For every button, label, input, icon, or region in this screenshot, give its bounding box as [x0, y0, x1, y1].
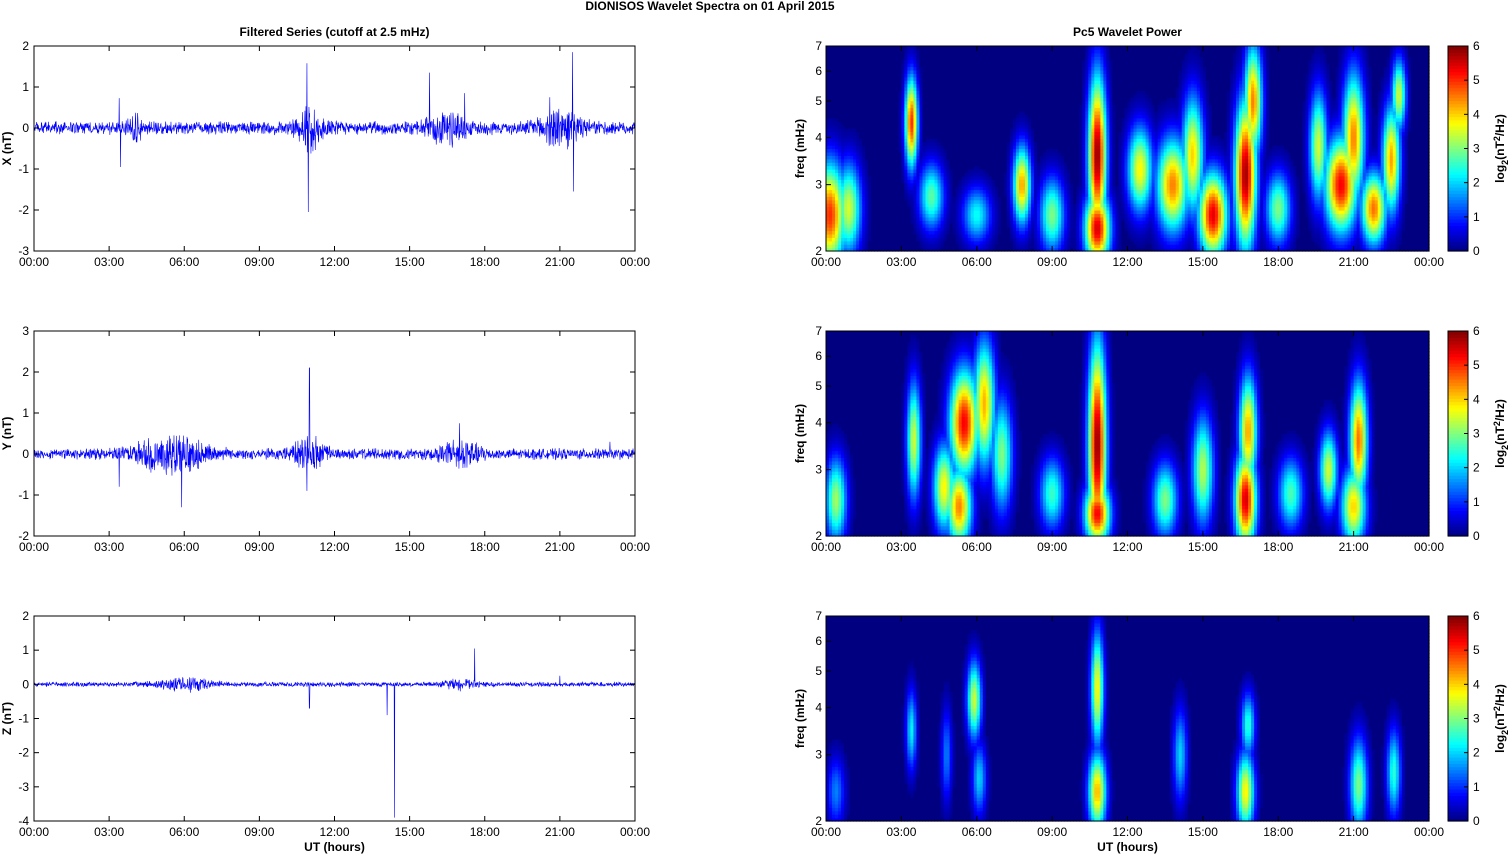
series-x-ytick-label: 2 — [22, 39, 29, 53]
series-x-plot-area — [34, 46, 635, 251]
series-z-xtick-label: 15:00 — [395, 825, 425, 839]
series-x-xtick-label: 15:00 — [395, 255, 425, 269]
series-x-xtick-label: 12:00 — [319, 255, 349, 269]
series-x-xtick-label: 21:00 — [545, 255, 575, 269]
series-z-xtick-label: 12:00 — [319, 825, 349, 839]
series-y-xtick-label: 00:00 — [620, 540, 650, 554]
series-z-ytick-label: -3 — [18, 780, 29, 794]
series-z-xtick-label: 18:00 — [470, 825, 500, 839]
series-y-ytick-label: 0 — [22, 447, 29, 461]
series-z-xtick-label: 03:00 — [94, 825, 124, 839]
series-x-xtick-label: 00:00 — [620, 255, 650, 269]
series-z-ytick-label: -2 — [18, 746, 29, 760]
series-y-xtick-label: 15:00 — [395, 540, 425, 554]
series-y-xtick-label: 21:00 — [545, 540, 575, 554]
series-z-ylabel: Z (nT) — [0, 702, 14, 735]
series-x-xtick-label: 06:00 — [169, 255, 199, 269]
wavelet-x-heatmap — [826, 46, 1430, 252]
series-z-plot-area — [34, 616, 635, 821]
series-x-ytick-label: 0 — [22, 121, 29, 135]
series-x-ylabel: X (nT) — [0, 132, 14, 166]
series-x-xtick-label: 03:00 — [94, 255, 124, 269]
series-z-xtick-label: 00:00 — [19, 825, 49, 839]
series-y-xtick-label: 12:00 — [319, 540, 349, 554]
series-y-xtick-label: 18:00 — [470, 540, 500, 554]
series-y-ytick-label: 1 — [22, 406, 29, 420]
series-y-ylabel: Y (nT) — [0, 417, 14, 451]
series-x-ytick-label: -2 — [18, 203, 29, 217]
series-z-ytick-label: 2 — [22, 609, 29, 623]
series-z-xtick-label: 00:00 — [620, 825, 650, 839]
series-z-xlabel: UT (hours) — [304, 840, 365, 854]
series-z-xtick-label: 06:00 — [169, 825, 199, 839]
series-x-ytick-label: -1 — [18, 162, 29, 176]
series-x-xtick-label: 18:00 — [470, 255, 500, 269]
series-y-plot-area — [34, 331, 635, 536]
series-y-xtick-label: 03:00 — [94, 540, 124, 554]
series-z-ytick-label: -1 — [18, 712, 29, 726]
series-x-xtick-label: 00:00 — [19, 255, 49, 269]
series-y-xtick-label: 00:00 — [19, 540, 49, 554]
series-y-ytick-label: 2 — [22, 365, 29, 379]
series-y-ytick-label: -1 — [18, 488, 29, 502]
figure-suptitle: DIONISOS Wavelet Spectra on 01 April 201… — [585, 0, 835, 13]
series-x-xtick-label: 09:00 — [244, 255, 274, 269]
series-z-ytick-label: 1 — [22, 643, 29, 657]
series-y-xtick-label: 06:00 — [169, 540, 199, 554]
series-z-ytick-label: 0 — [22, 677, 29, 691]
series-z-xtick-label: 09:00 — [244, 825, 274, 839]
series-x-ytick-label: 1 — [22, 80, 29, 94]
series-x-title: Filtered Series (cutoff at 2.5 mHz) — [239, 25, 429, 39]
series-z-xtick-label: 21:00 — [545, 825, 575, 839]
series-y-ytick-label: 3 — [22, 324, 29, 338]
series-y-xtick-label: 09:00 — [244, 540, 274, 554]
